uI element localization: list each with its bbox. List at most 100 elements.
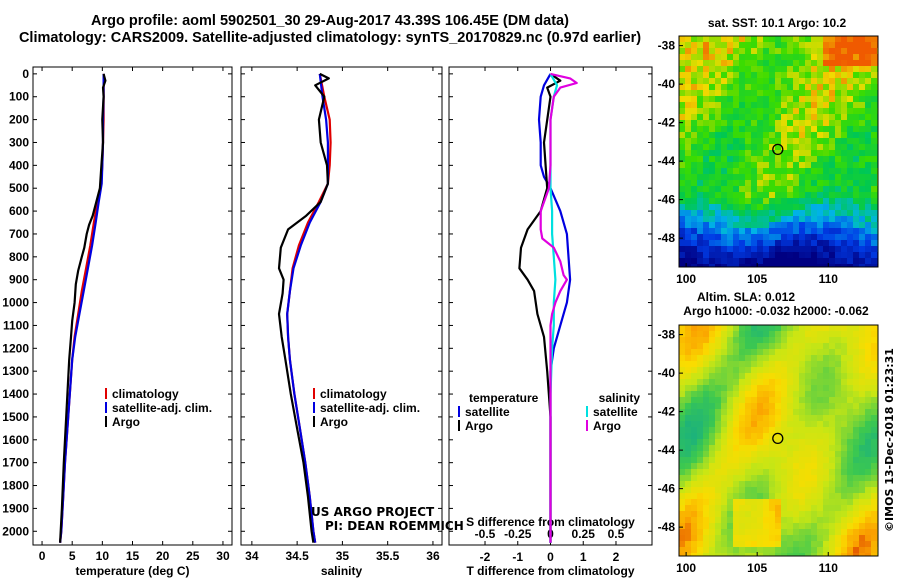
map-cell xyxy=(745,258,751,264)
map-cell xyxy=(739,204,745,210)
map-cell xyxy=(757,156,763,162)
map-cell xyxy=(841,337,847,343)
map-cell xyxy=(871,258,877,264)
map-cell xyxy=(733,180,739,186)
map-cell xyxy=(853,198,859,204)
map-cell xyxy=(691,535,697,541)
map-cell xyxy=(757,180,763,186)
map-cell xyxy=(763,186,769,192)
map-cell xyxy=(715,373,721,379)
map-cell xyxy=(841,415,847,421)
map-cell xyxy=(865,547,871,553)
map-cell xyxy=(769,427,775,433)
map-cell xyxy=(853,72,859,78)
map-cell xyxy=(835,156,841,162)
map-cell xyxy=(829,361,835,367)
map-cell xyxy=(685,78,691,84)
map-cell xyxy=(823,168,829,174)
map-cell xyxy=(685,246,691,252)
map-cell xyxy=(697,529,703,535)
map-cell xyxy=(847,204,853,210)
map-cell xyxy=(751,204,757,210)
map-cell xyxy=(727,156,733,162)
map-cell xyxy=(709,547,715,553)
map-cell xyxy=(721,48,727,54)
map-cell xyxy=(805,114,811,120)
map-cell xyxy=(691,511,697,517)
map-cell xyxy=(829,264,835,267)
map-cell xyxy=(739,54,745,60)
map-cell xyxy=(763,132,769,138)
map-cell xyxy=(751,451,757,457)
x-tick-label-t: -1 xyxy=(512,550,523,564)
map-cell xyxy=(769,403,775,409)
map-cell xyxy=(781,385,787,391)
map-cell xyxy=(715,72,721,78)
map-cell xyxy=(727,361,733,367)
map-cell xyxy=(775,36,781,42)
map-cell xyxy=(757,36,763,42)
map-cell xyxy=(859,343,865,349)
map-cell xyxy=(841,463,847,469)
depth-tick-label: 1900 xyxy=(2,501,29,515)
map-cell xyxy=(799,42,805,48)
map-cell xyxy=(769,391,775,397)
map-cell xyxy=(739,481,745,487)
map-cell xyxy=(685,475,691,481)
map-cell xyxy=(847,325,853,331)
map-cell xyxy=(829,409,835,415)
map-cell xyxy=(799,349,805,355)
map-cell xyxy=(715,138,721,144)
map-cell xyxy=(787,234,793,240)
map-cell xyxy=(757,72,763,78)
map-cell xyxy=(847,150,853,156)
map-cell xyxy=(781,343,787,349)
map-cell xyxy=(823,150,829,156)
map-cell xyxy=(823,186,829,192)
map-cell xyxy=(703,174,709,180)
map-cell xyxy=(853,367,859,373)
map-cell xyxy=(799,343,805,349)
map-cell xyxy=(835,72,841,78)
map-cell xyxy=(769,445,775,451)
map-cell xyxy=(859,108,865,114)
map-cell xyxy=(853,210,859,216)
map-cell xyxy=(697,96,703,102)
map-cell xyxy=(787,547,793,553)
map-cell xyxy=(799,391,805,397)
map-cell xyxy=(727,385,733,391)
map-cell xyxy=(757,373,763,379)
map-cell xyxy=(811,433,817,439)
map-cell xyxy=(739,36,745,42)
map-cell xyxy=(769,331,775,337)
map-cell xyxy=(697,60,703,66)
map-cell xyxy=(691,162,697,168)
map-cell xyxy=(763,174,769,180)
map-cell xyxy=(841,60,847,66)
map-cell xyxy=(787,421,793,427)
map-cell xyxy=(727,325,733,331)
series-line-argo xyxy=(59,73,107,543)
map-cell xyxy=(745,505,751,511)
map-cell xyxy=(853,150,859,156)
map-cell xyxy=(715,36,721,42)
map-cell xyxy=(853,511,859,517)
map-cell xyxy=(811,553,817,556)
map-cell xyxy=(793,162,799,168)
map-cell xyxy=(865,240,871,246)
map-cell xyxy=(799,132,805,138)
map-cell xyxy=(745,114,751,120)
map-cell xyxy=(835,90,841,96)
map-cell xyxy=(799,216,805,222)
map-cell xyxy=(841,168,847,174)
depth-tick-label: 1100 xyxy=(3,318,29,332)
map-cell xyxy=(751,457,757,463)
map-cell xyxy=(781,457,787,463)
map-cell xyxy=(817,325,823,331)
map-cell xyxy=(787,517,793,523)
map-cell xyxy=(787,493,793,499)
map-cell xyxy=(703,517,709,523)
map-cell xyxy=(745,54,751,60)
map-cell xyxy=(787,36,793,42)
map-cell xyxy=(769,186,775,192)
